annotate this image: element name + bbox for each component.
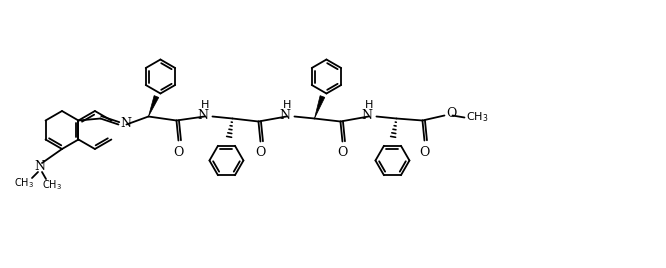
Text: O: O (255, 147, 266, 159)
Text: O: O (446, 107, 457, 120)
Text: N: N (361, 109, 372, 122)
Text: O: O (337, 147, 348, 159)
Polygon shape (314, 96, 325, 118)
Polygon shape (149, 96, 159, 117)
Text: O: O (420, 146, 430, 158)
Text: N: N (35, 161, 45, 173)
Text: N: N (121, 117, 131, 130)
Text: H: H (365, 99, 374, 110)
Text: N: N (197, 109, 208, 122)
Text: CH$_3$: CH$_3$ (42, 178, 62, 192)
Text: CH$_3$: CH$_3$ (466, 111, 489, 124)
Text: H: H (201, 99, 210, 110)
Text: N: N (279, 109, 290, 122)
Text: CH$_3$: CH$_3$ (14, 176, 34, 190)
Text: H: H (283, 99, 292, 110)
Text: O: O (173, 146, 184, 158)
